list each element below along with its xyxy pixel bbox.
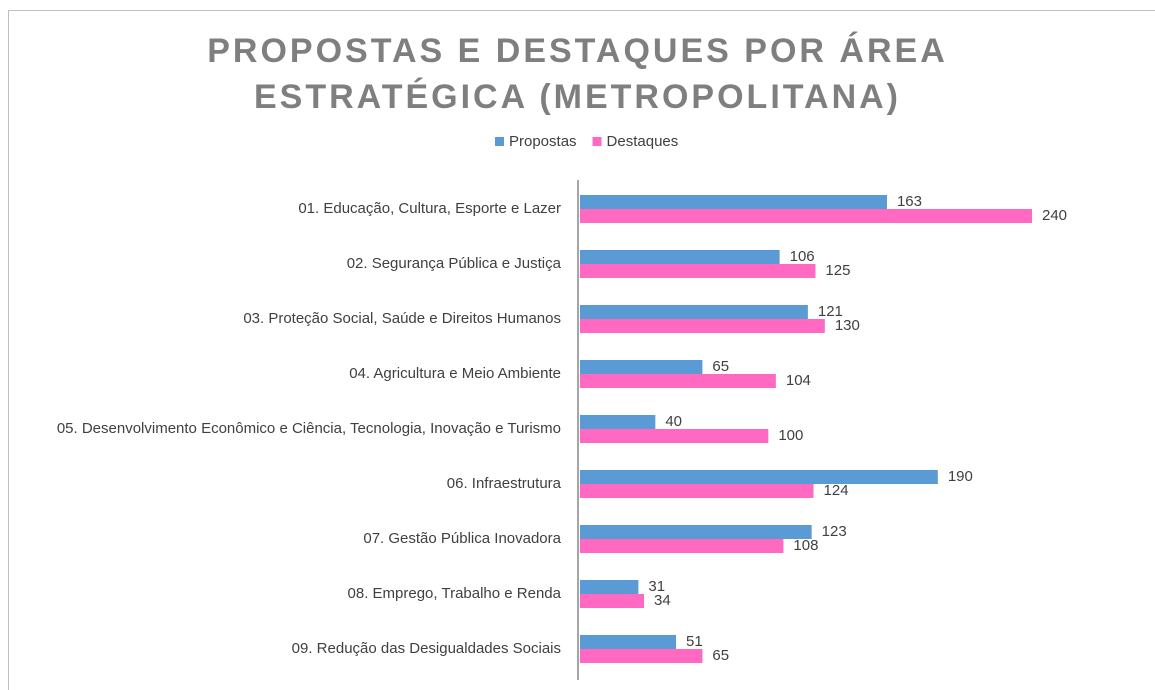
legend-swatch <box>495 137 504 146</box>
y-tick-label: 04. Agricultura e Meio Ambiente <box>349 365 561 382</box>
bar <box>580 484 814 498</box>
chart-border <box>8 10 1155 690</box>
data-label: 124 <box>824 482 849 499</box>
y-tick-label: 06. Infraestrutura <box>447 475 562 492</box>
legend-label: Destaques <box>607 133 679 150</box>
bar <box>580 195 887 209</box>
data-label: 163 <box>897 193 922 210</box>
data-label: 40 <box>665 413 682 430</box>
bar <box>580 374 776 388</box>
bar <box>580 305 808 319</box>
bar <box>580 539 784 553</box>
y-tick-label: 03. Proteção Social, Saúde e Direitos Hu… <box>243 310 561 327</box>
y-tick-label: 07. Gestão Pública Inovadora <box>363 530 561 547</box>
data-label: 123 <box>822 523 847 540</box>
data-label: 121 <box>818 303 843 320</box>
y-tick-label: 05. Desenvolvimento Econômico e Ciência,… <box>57 420 561 437</box>
data-label: 106 <box>790 248 815 265</box>
bar <box>580 429 769 443</box>
legend-label: Propostas <box>509 133 577 150</box>
data-label: 130 <box>835 317 860 334</box>
chart-title: PROPOSTAS E DESTAQUES POR ÁREA ESTRATÉGI… <box>207 32 948 116</box>
bar <box>580 209 1032 223</box>
bar <box>580 635 677 649</box>
data-label: 104 <box>786 372 811 389</box>
data-label: 100 <box>778 427 803 444</box>
data-label: 108 <box>793 537 818 554</box>
data-label: 240 <box>1042 207 1067 224</box>
data-label: 31 <box>648 578 665 595</box>
bar <box>580 360 703 374</box>
bar <box>580 415 656 429</box>
bar <box>580 264 816 278</box>
bar <box>580 649 703 663</box>
bar <box>580 525 812 539</box>
data-label: 51 <box>686 633 703 650</box>
y-tick-label: 08. Emprego, Trabalho e Renda <box>348 585 562 602</box>
data-label: 190 <box>948 468 973 485</box>
legend-swatch <box>592 137 602 146</box>
data-label: 65 <box>712 358 729 375</box>
y-tick-label: 09. Redução das Desigualdades Sociais <box>292 640 561 657</box>
bar <box>580 319 825 333</box>
bar <box>580 250 780 264</box>
bar <box>580 594 645 608</box>
y-tick-label: 01. Educação, Cultura, Esporte e Lazer <box>298 200 561 217</box>
bar <box>580 580 639 594</box>
y-tick-label: 02. Segurança Pública e Justiça <box>347 255 562 272</box>
bar <box>580 470 938 484</box>
data-label: 65 <box>712 647 729 664</box>
data-label: 125 <box>825 262 850 279</box>
data-label: 34 <box>654 592 671 609</box>
